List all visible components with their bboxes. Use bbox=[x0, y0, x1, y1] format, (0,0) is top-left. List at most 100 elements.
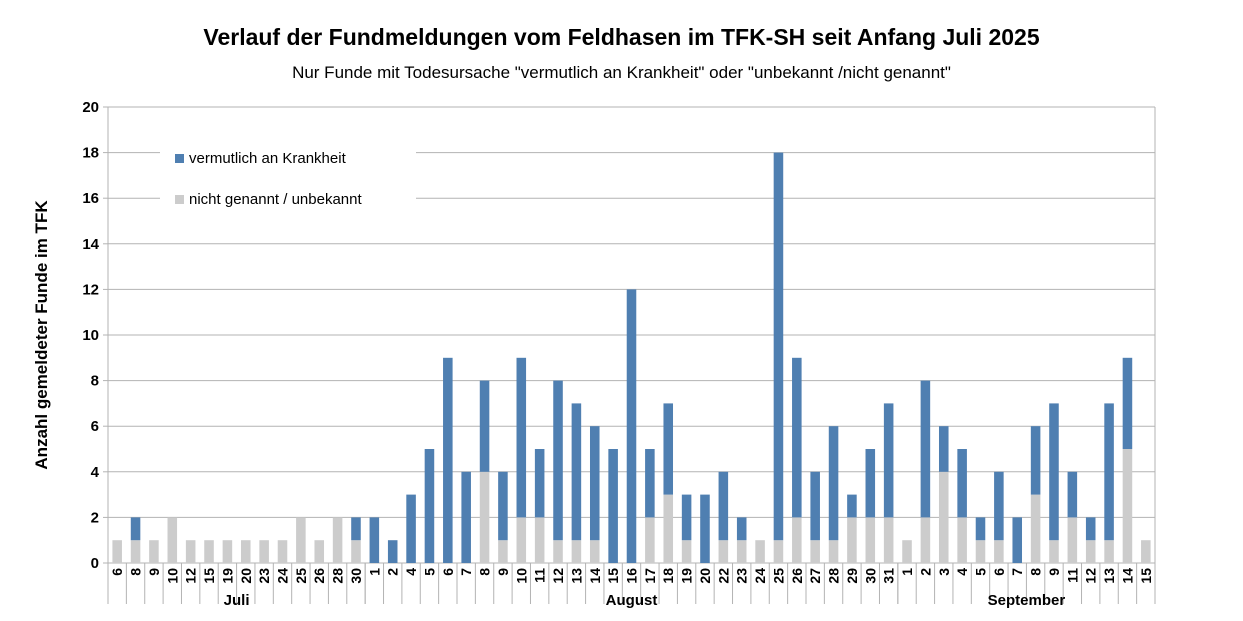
bar-nicht-genannt-unbekannt bbox=[736, 540, 747, 563]
x-tick-label: 1 bbox=[899, 568, 915, 576]
x-tick-label: 23 bbox=[734, 568, 750, 584]
x-tick-label: 9 bbox=[146, 568, 162, 576]
bar-nicht-genannt-unbekannt bbox=[277, 540, 288, 563]
bar-nicht-genannt-unbekannt bbox=[589, 540, 600, 563]
bar-nicht-genannt-unbekannt bbox=[902, 540, 912, 563]
bar-vermutlich-an-krankheit bbox=[736, 517, 747, 541]
bar-vermutlich-an-krankheit bbox=[957, 449, 967, 518]
bar-nicht-genannt-unbekannt bbox=[828, 540, 839, 563]
bar-nicht-genannt-unbekannt bbox=[1049, 540, 1059, 563]
bar-nicht-genannt-unbekannt bbox=[920, 517, 931, 563]
legend-label: nicht genannt / unbekannt bbox=[189, 191, 362, 208]
bar-nicht-genannt-unbekannt bbox=[112, 540, 122, 563]
bar-nicht-genannt-unbekannt bbox=[498, 540, 508, 563]
bar-vermutlich-an-krankheit bbox=[663, 403, 674, 495]
bar-nicht-genannt-unbekannt bbox=[1122, 449, 1133, 563]
x-tick-label: 24 bbox=[275, 568, 291, 584]
x-tick-label: 12 bbox=[550, 568, 566, 584]
y-tick-label: 2 bbox=[91, 509, 99, 526]
x-tick-label: 25 bbox=[770, 568, 786, 584]
bar-vermutlich-an-krankheit bbox=[1049, 403, 1059, 541]
bar-vermutlich-an-krankheit bbox=[792, 357, 802, 518]
bar-nicht-genannt-unbekannt bbox=[149, 540, 159, 563]
bar-vermutlich-an-krankheit bbox=[847, 494, 857, 518]
x-tick-label: 4 bbox=[954, 568, 970, 576]
bar-nicht-genannt-unbekannt bbox=[1067, 517, 1078, 563]
x-tick-label: 9 bbox=[495, 568, 511, 576]
x-tick-label: 30 bbox=[862, 568, 878, 584]
x-tick-label: 19 bbox=[219, 568, 235, 584]
legend-box bbox=[160, 140, 416, 215]
bar-nicht-genannt-unbekannt bbox=[204, 540, 214, 563]
bar-nicht-genannt-unbekannt bbox=[296, 517, 306, 563]
bar-vermutlich-an-krankheit bbox=[479, 380, 490, 472]
bar-vermutlich-an-krankheit bbox=[387, 540, 398, 563]
bar-nicht-genannt-unbekannt bbox=[1104, 540, 1114, 563]
x-tick-label: 6 bbox=[991, 568, 1007, 576]
x-tick-label: 20 bbox=[697, 568, 713, 584]
x-tick-label: 23 bbox=[256, 568, 272, 584]
bar-nicht-genannt-unbekannt bbox=[994, 540, 1004, 563]
x-tick-label: 9 bbox=[1046, 568, 1062, 576]
bar-nicht-genannt-unbekannt bbox=[516, 517, 527, 563]
x-tick-label: 10 bbox=[164, 568, 180, 584]
x-tick-label: 11 bbox=[1064, 568, 1080, 583]
y-tick-label: 0 bbox=[91, 555, 99, 572]
x-tick-label: 17 bbox=[642, 568, 658, 584]
x-tick-label: 6 bbox=[440, 568, 456, 576]
chart-title: Verlauf der Fundmeldungen vom Feldhasen … bbox=[203, 24, 1040, 50]
bar-nicht-genannt-unbekannt bbox=[847, 517, 857, 563]
bar-nicht-genannt-unbekannt bbox=[259, 540, 269, 563]
bar-nicht-genannt-unbekannt bbox=[222, 540, 233, 563]
x-tick-label: 15 bbox=[201, 568, 217, 584]
bar-nicht-genannt-unbekannt bbox=[755, 540, 765, 563]
x-group-label: Juli bbox=[224, 592, 250, 609]
bar-vermutlich-an-krankheit bbox=[1085, 517, 1096, 541]
bar-vermutlich-an-krankheit bbox=[608, 449, 618, 563]
x-tick-label: 18 bbox=[660, 568, 676, 584]
bar-nicht-genannt-unbekannt bbox=[810, 540, 820, 563]
bar-vermutlich-an-krankheit bbox=[920, 380, 931, 518]
x-tick-label: 14 bbox=[1119, 568, 1135, 584]
bar-nicht-genannt-unbekannt bbox=[240, 540, 251, 563]
x-tick-label: 20 bbox=[238, 568, 254, 584]
bar-nicht-genannt-unbekannt bbox=[130, 540, 141, 563]
x-tick-label: 28 bbox=[330, 568, 346, 584]
x-tick-label: 7 bbox=[1009, 568, 1025, 576]
bar-nicht-genannt-unbekannt bbox=[1085, 540, 1096, 563]
x-tick-label: 22 bbox=[715, 568, 731, 584]
y-tick-label: 12 bbox=[82, 281, 99, 298]
x-tick-label: 15 bbox=[605, 568, 621, 584]
bar-nicht-genannt-unbekannt bbox=[773, 540, 784, 563]
x-tick-label: 16 bbox=[624, 568, 640, 584]
x-tick-label: 6 bbox=[109, 568, 125, 576]
bar-vermutlich-an-krankheit bbox=[975, 517, 986, 541]
y-tick-label: 16 bbox=[82, 190, 99, 207]
legend-swatch bbox=[175, 195, 184, 204]
bar-nicht-genannt-unbekannt bbox=[479, 471, 490, 563]
bar-vermutlich-an-krankheit bbox=[994, 471, 1004, 541]
bar-vermutlich-an-krankheit bbox=[938, 426, 949, 472]
x-tick-label: 30 bbox=[348, 568, 364, 584]
legend: vermutlich an Krankheit nicht genannt / u… bbox=[160, 140, 416, 215]
bar-nicht-genannt-unbekannt bbox=[957, 517, 967, 563]
x-tick-label: 8 bbox=[1028, 568, 1044, 576]
x-tick-label: 26 bbox=[789, 568, 805, 584]
x-tick-label: 14 bbox=[587, 568, 603, 584]
bar-vermutlich-an-krankheit bbox=[681, 494, 692, 541]
x-tick-label: 25 bbox=[293, 568, 309, 584]
x-tick-label: 5 bbox=[973, 568, 989, 576]
bar-nicht-genannt-unbekannt bbox=[883, 517, 894, 563]
bar-vermutlich-an-krankheit bbox=[461, 471, 471, 563]
bar-vermutlich-an-krankheit bbox=[1067, 471, 1078, 518]
bar-vermutlich-an-krankheit bbox=[534, 449, 545, 518]
bar-nicht-genannt-unbekannt bbox=[975, 540, 986, 563]
bar-nicht-genannt-unbekannt bbox=[351, 540, 361, 563]
bar-vermutlich-an-krankheit bbox=[645, 449, 655, 518]
y-tick-label: 18 bbox=[82, 145, 99, 162]
bar-vermutlich-an-krankheit bbox=[810, 471, 820, 541]
bar-vermutlich-an-krankheit bbox=[589, 426, 600, 541]
chart-subtitle: Nur Funde mit Todesursache "vermutlich a… bbox=[292, 63, 951, 82]
bar-nicht-genannt-unbekannt bbox=[553, 540, 563, 563]
